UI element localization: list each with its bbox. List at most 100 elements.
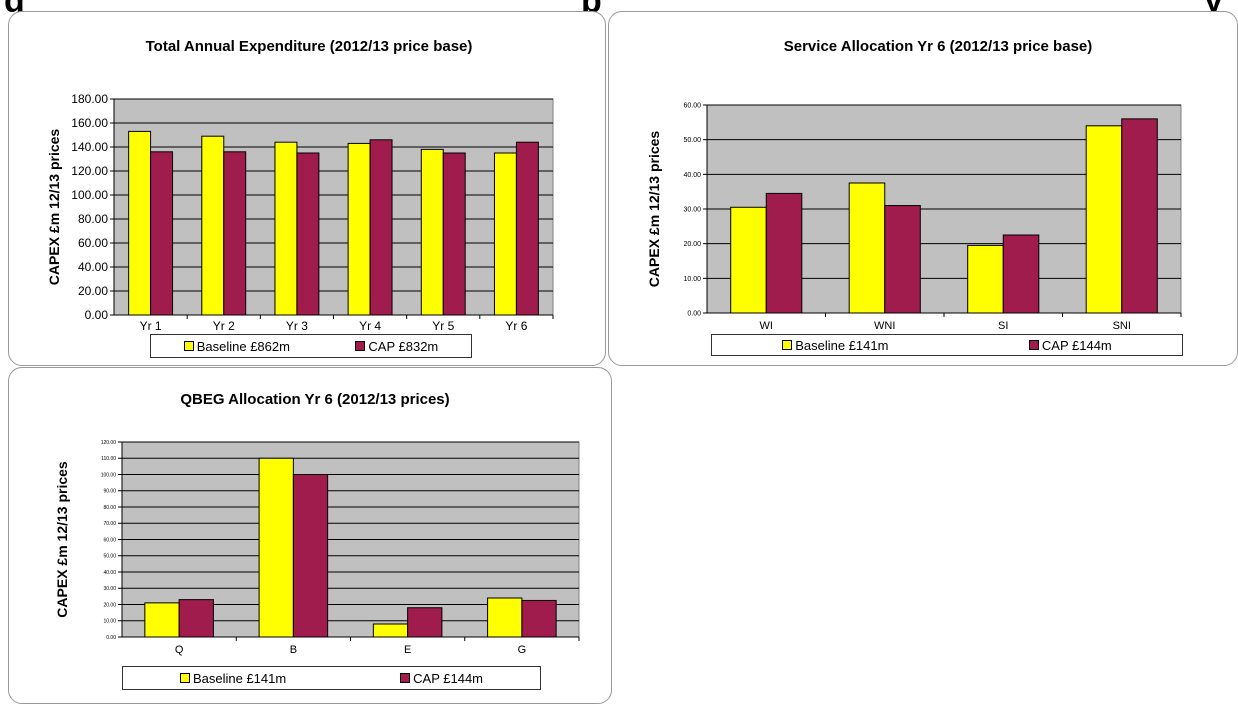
y-axis-label: CAPEX £m 12/13 prices bbox=[54, 461, 70, 618]
chart-svg: Total Annual Expenditure (2012/13 price … bbox=[46, 38, 554, 333]
bar-baseline bbox=[347, 142, 371, 316]
bar-cap bbox=[150, 151, 174, 316]
x-tick-label: Yr 1 bbox=[140, 319, 162, 333]
legend-item-cap: CAP £832m bbox=[355, 339, 438, 354]
y-tick-label: 100.00 bbox=[101, 472, 117, 478]
y-tick-label: 40.00 bbox=[78, 260, 108, 274]
legend-item-cap: CAP £144m bbox=[400, 671, 483, 686]
legend-swatch bbox=[355, 341, 366, 351]
y-tick-label: 60.00 bbox=[683, 102, 701, 109]
page-heading-fragment-1: g bbox=[4, 0, 25, 12]
x-tick-label: E bbox=[404, 644, 411, 656]
legend-item-baseline: Baseline £141m bbox=[179, 670, 287, 686]
legend-label: Baseline £141m bbox=[795, 337, 889, 353]
x-tick-label: Yr 3 bbox=[286, 319, 308, 333]
y-tick-label: 0.00 bbox=[687, 310, 701, 317]
y-tick-label: 100.00 bbox=[71, 188, 108, 202]
page-heading-fragment-2: p bbox=[581, 0, 602, 12]
legend-item-cap: CAP £144m bbox=[1028, 337, 1112, 353]
bar-cap bbox=[884, 205, 921, 314]
y-tick-label: 70.00 bbox=[103, 521, 116, 527]
x-tick-label: WI bbox=[760, 320, 773, 332]
x-tick-label: Q bbox=[175, 644, 184, 656]
y-tick-label: 20.00 bbox=[103, 602, 116, 608]
y-tick-label: 20.00 bbox=[683, 241, 701, 248]
x-tick-label: SI bbox=[998, 320, 1008, 332]
plot-area bbox=[113, 98, 554, 316]
bar-cap bbox=[223, 151, 247, 316]
y-tick-label: 160.00 bbox=[71, 116, 108, 130]
bar-baseline bbox=[967, 244, 1004, 314]
y-tick-label: 40.00 bbox=[683, 172, 701, 179]
legend-label: CAP £144m bbox=[413, 670, 484, 686]
bar-baseline bbox=[128, 130, 152, 316]
y-axis-label: CAPEX £m 12/13 prices bbox=[46, 129, 62, 286]
chart-panel-service-allocation: Service Allocation Yr 6 (2012/13 price b… bbox=[608, 11, 1238, 366]
bar-cap bbox=[515, 141, 539, 316]
x-tick-label: Yr 2 bbox=[213, 319, 235, 333]
y-tick-label: 80.00 bbox=[78, 212, 108, 226]
legend-label: CAP £832m bbox=[368, 338, 439, 354]
bar-cap bbox=[765, 192, 803, 314]
bar-baseline bbox=[848, 182, 886, 314]
legend-item-baseline: Baseline £862m bbox=[183, 338, 290, 354]
y-tick-label: 140.00 bbox=[71, 140, 108, 154]
bar-cap bbox=[296, 152, 320, 316]
y-tick-label: 20.00 bbox=[78, 284, 108, 298]
bar-baseline bbox=[274, 141, 298, 316]
legend-label: Baseline £141m bbox=[192, 670, 287, 686]
bar-baseline bbox=[1085, 125, 1123, 314]
y-axis-label: CAPEX £m 12/13 prices bbox=[646, 131, 662, 288]
bar-baseline bbox=[144, 602, 180, 638]
page-heading: g p y bbox=[0, 0, 1238, 12]
chart-legend: Baseline £862m CAP £832m bbox=[150, 334, 472, 358]
bar-cap bbox=[407, 607, 443, 638]
y-tick-label: 50.00 bbox=[103, 554, 116, 560]
x-tick-label: Yr 4 bbox=[359, 319, 381, 333]
bar-baseline bbox=[258, 457, 294, 638]
bar-cap bbox=[292, 474, 329, 638]
legend-swatch bbox=[400, 673, 411, 683]
y-tick-label: 10.00 bbox=[683, 276, 701, 283]
y-tick-label: 0.00 bbox=[106, 635, 116, 641]
legend-item-baseline: Baseline £141m bbox=[782, 338, 888, 353]
bar-baseline bbox=[372, 623, 409, 638]
x-tick-label: SNI bbox=[1113, 320, 1131, 332]
bar-baseline bbox=[201, 135, 225, 316]
x-tick-label: WNI bbox=[874, 320, 895, 332]
bar-baseline bbox=[420, 148, 444, 316]
y-tick-label: 50.00 bbox=[683, 137, 701, 144]
bar-baseline bbox=[487, 597, 523, 638]
legend-label: Baseline £862m bbox=[196, 338, 290, 354]
legend-label: CAP £144m bbox=[1041, 337, 1112, 353]
legend-swatch bbox=[179, 673, 190, 683]
bar-cap bbox=[521, 599, 557, 638]
legend-swatch bbox=[1028, 340, 1039, 350]
y-tick-label: 180.00 bbox=[71, 92, 108, 106]
chart-svg: Service Allocation Yr 6 (2012/13 price b… bbox=[646, 38, 1182, 332]
chart-title: Service Allocation Yr 6 (2012/13 price b… bbox=[784, 38, 1093, 55]
chart-svg: QBEG Allocation Yr 6 (2012/13 prices) CAP… bbox=[54, 391, 580, 656]
y-tick-label: 40.00 bbox=[103, 570, 116, 576]
bar-cap bbox=[442, 152, 466, 316]
y-tick-label: 120.00 bbox=[71, 164, 108, 178]
chart-title: QBEG Allocation Yr 6 (2012/13 prices) bbox=[180, 391, 449, 408]
x-tick-label: Yr 5 bbox=[432, 319, 454, 333]
y-tick-label: 30.00 bbox=[103, 586, 116, 592]
y-tick-label: 30.00 bbox=[683, 206, 701, 213]
bar-cap bbox=[178, 599, 214, 638]
y-tick-label: 110.00 bbox=[101, 456, 116, 462]
y-tick-label: 10.00 bbox=[103, 619, 116, 625]
y-tick-label: 120.00 bbox=[101, 440, 117, 446]
legend-swatch bbox=[183, 341, 194, 351]
page-heading-fragment-3: y bbox=[1204, 0, 1223, 12]
chart-title: Total Annual Expenditure (2012/13 price … bbox=[146, 38, 473, 55]
bar-cap bbox=[1002, 234, 1040, 314]
legend-swatch bbox=[782, 340, 793, 350]
bar-cap bbox=[1121, 118, 1158, 314]
chart-panel-qbeg-allocation: QBEG Allocation Yr 6 (2012/13 prices) CAP… bbox=[8, 367, 612, 704]
x-tick-label: G bbox=[518, 644, 527, 656]
x-tick-label: B bbox=[290, 644, 297, 656]
y-tick-label: 60.00 bbox=[103, 537, 116, 543]
y-tick-label: 60.00 bbox=[78, 236, 108, 250]
